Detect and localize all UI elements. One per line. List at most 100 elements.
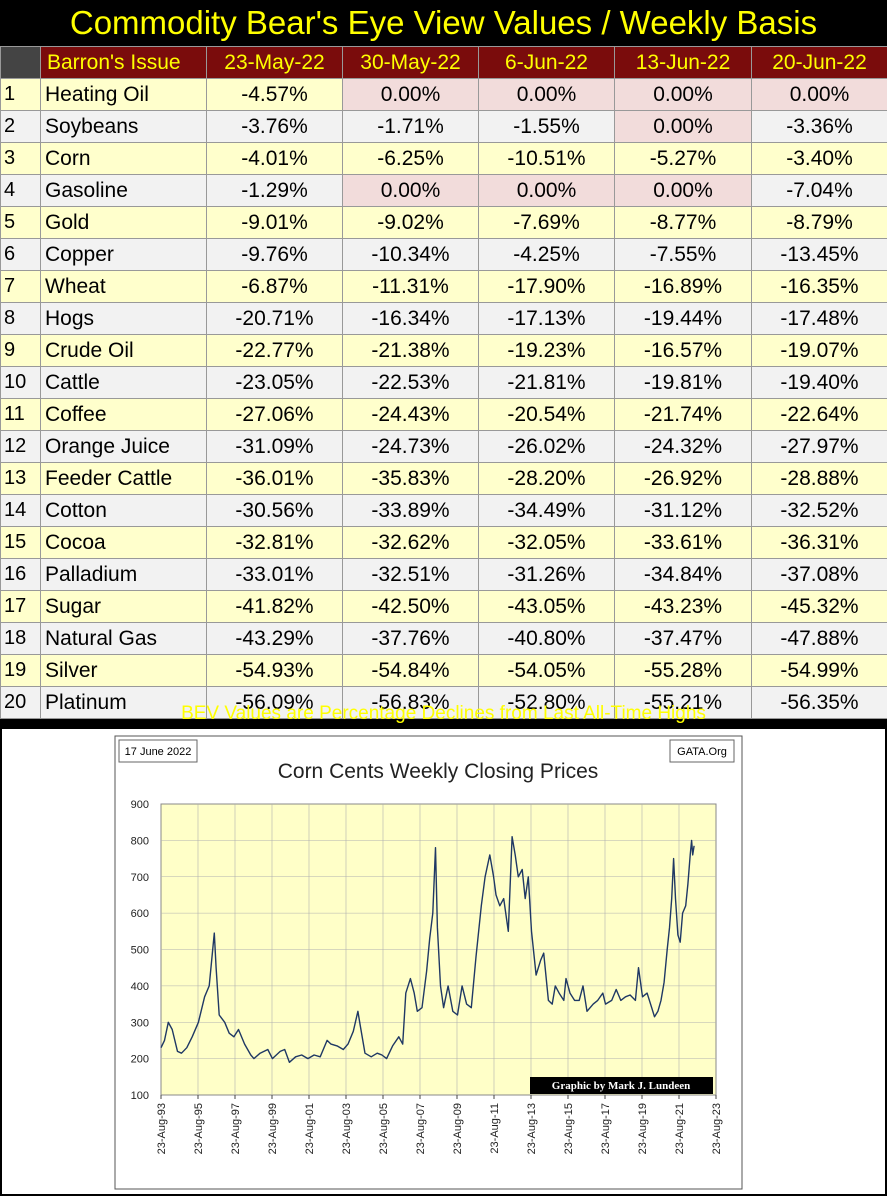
header-week-col-2: 30-May-22 (342, 46, 479, 79)
bev-value-cell: -24.73% (342, 430, 479, 463)
x-tick-label: 23-Aug-15 (563, 1103, 575, 1154)
y-tick-label: 500 (131, 945, 149, 957)
commodity-name: Palladium (40, 558, 207, 591)
bev-value-cell: -47.88% (751, 622, 887, 655)
commodity-name: Wheat (40, 270, 207, 303)
row-rank: 15 (0, 526, 41, 559)
bev-value-cell: -43.23% (614, 590, 752, 623)
bev-value-cell: -4.57% (206, 78, 343, 111)
row-rank: 3 (0, 142, 41, 175)
y-tick-label: 900 (131, 799, 149, 811)
row-rank: 16 (0, 558, 41, 591)
x-tick-label: 23-Aug-03 (341, 1103, 353, 1154)
bev-value-cell: -3.36% (751, 110, 887, 143)
bev-value-cell: -16.89% (614, 270, 752, 303)
table-row: 10 Cattle -23.05% -22.53% -21.81% -19.81% -19.… (0, 366, 887, 399)
bev-value-cell: -26.92% (614, 462, 752, 495)
table-row: 14 Cotton -30.56% -33.89% -34.49% -31.12% -32.… (0, 494, 887, 527)
table-row: 16 Palladium -33.01% -32.51% -31.26% -34.84% -… (0, 558, 887, 591)
bev-value-cell: -28.20% (478, 462, 615, 495)
bev-value-cell: -43.29% (206, 622, 343, 655)
row-rank: 14 (0, 494, 41, 527)
row-rank: 17 (0, 590, 41, 623)
x-tick-label: 23-Aug-19 (637, 1103, 649, 1154)
header-week-col-1: 23-May-22 (206, 46, 343, 79)
row-rank: 11 (0, 398, 41, 431)
commodity-name: Soybeans (40, 110, 207, 143)
commodity-name: Coffee (40, 398, 207, 431)
header-week-col-4: 13-Jun-22 (614, 46, 752, 79)
commodity-name: Silver (40, 654, 207, 687)
row-rank: 19 (0, 654, 41, 687)
row-rank: 9 (0, 334, 41, 367)
x-tick-label: 23-Aug-17 (600, 1103, 612, 1154)
bev-value-cell: -3.40% (751, 142, 887, 175)
bev-value-cell: -22.77% (206, 334, 343, 367)
bev-value-cell: -22.53% (342, 366, 479, 399)
bev-value-cell: -30.56% (206, 494, 343, 527)
bev-table-body: 1 Heating Oil -4.57% 0.00% 0.00% 0.00% 0.00% 2 S… (0, 78, 887, 719)
page-title: Commodity Bear's Eye View Values / Weekl… (69, 4, 818, 41)
commodity-name: Orange Juice (40, 430, 207, 463)
commodity-name: Heating Oil (40, 78, 207, 111)
bev-value-cell: -7.69% (478, 206, 615, 239)
row-rank: 8 (0, 302, 41, 335)
table-row: 20 Platinum -56.09% -56.83% -52.80% -55.21% -5… (0, 686, 887, 719)
commodity-name: Sugar (40, 590, 207, 623)
bev-value-cell: -55.28% (614, 654, 752, 687)
table-row: 2 Soybeans -3.76% -1.71% -1.55% 0.00% -3.36% (0, 110, 887, 143)
bev-value-cell: -8.77% (614, 206, 752, 239)
commodity-name: Hogs (40, 302, 207, 335)
table-row: 12 Orange Juice -31.09% -24.73% -26.02% -24.3… (0, 430, 887, 463)
bev-value-cell: -40.80% (478, 622, 615, 655)
bev-value-cell: -31.09% (206, 430, 343, 463)
bev-value-cell: -42.50% (342, 590, 479, 623)
bev-value-cell: -35.83% (342, 462, 479, 495)
bev-value-cell: -17.90% (478, 270, 615, 303)
row-rank: 2 (0, 110, 41, 143)
x-tick-label: 23-Aug-93 (156, 1103, 168, 1154)
row-rank: 20 (0, 686, 41, 719)
source-label: GATA.Org (677, 746, 727, 758)
commodity-name: Corn (40, 142, 207, 175)
bev-value-cell: -19.44% (614, 302, 752, 335)
commodity-name: Cocoa (40, 526, 207, 559)
bev-value-cell: -20.71% (206, 302, 343, 335)
bev-value-cell: -56.09% (206, 686, 343, 719)
x-tick-label: 23-Aug-07 (415, 1103, 427, 1154)
bev-value-cell: 0.00% (751, 78, 887, 111)
bev-value-cell: -36.31% (751, 526, 887, 559)
bev-value-cell: -54.93% (206, 654, 343, 687)
bev-value-cell: -9.76% (206, 238, 343, 271)
bev-value-cell: -33.61% (614, 526, 752, 559)
chart-panel: 17 June 2022 GATA.Org Corn Cents Weekly Cl… (2, 729, 885, 1194)
table-row: 15 Cocoa -32.81% -32.62% -32.05% -33.61% -36.3… (0, 526, 887, 559)
table-row: 11 Coffee -27.06% -24.43% -20.54% -21.74% -22.… (0, 398, 887, 431)
y-tick-label: 700 (131, 872, 149, 884)
bev-value-cell: -19.23% (478, 334, 615, 367)
bev-value-cell: 0.00% (478, 78, 615, 111)
bev-value-cell: -34.84% (614, 558, 752, 591)
row-rank: 1 (0, 78, 41, 111)
bev-value-cell: -54.05% (478, 654, 615, 687)
bev-value-cell: -54.99% (751, 654, 887, 687)
x-tick-label: 23-Aug-05 (378, 1103, 390, 1154)
footnote: BEV Values are Percentage Declines from … (181, 703, 706, 724)
row-rank: 10 (0, 366, 41, 399)
bev-value-cell: -32.52% (751, 494, 887, 527)
bev-value-cell: -37.08% (751, 558, 887, 591)
bev-value-cell: -6.25% (342, 142, 479, 175)
bev-value-cell: -32.05% (478, 526, 615, 559)
y-tick-label: 600 (131, 908, 149, 920)
bev-value-cell: -3.76% (206, 110, 343, 143)
x-tick-label: 23-Aug-01 (304, 1103, 316, 1154)
row-rank: 4 (0, 174, 41, 207)
credit-box (530, 1077, 713, 1094)
header-week-col-5: 20-Jun-22 (751, 46, 887, 79)
table-row: 18 Natural Gas -43.29% -37.76% -40.80% -37.47… (0, 622, 887, 655)
commodity-name: Natural Gas (40, 622, 207, 655)
bev-value-cell: -32.81% (206, 526, 343, 559)
bev-value-cell: 0.00% (614, 110, 752, 143)
bev-value-cell: -43.05% (478, 590, 615, 623)
bev-value-cell: -27.97% (751, 430, 887, 463)
